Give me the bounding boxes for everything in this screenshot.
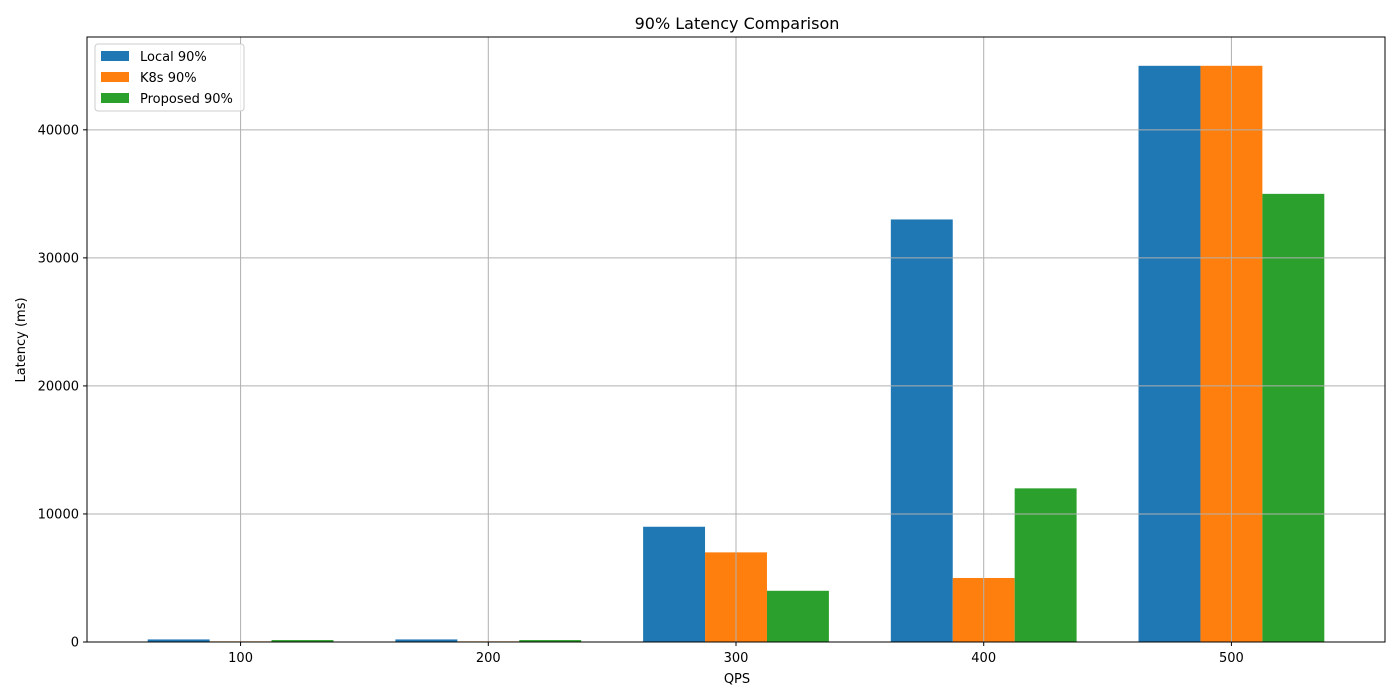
y-tick-label: 30000	[38, 251, 79, 266]
legend: Local 90% K8s 90% Proposed 90%	[94, 43, 245, 112]
axis-ticks: 0 10000 20000 30000 40000 100 200 300 400 500	[38, 123, 1244, 666]
bar	[519, 640, 582, 642]
bar	[1014, 488, 1077, 642]
legend-swatch	[101, 93, 129, 103]
x-tick-label: 300	[724, 651, 749, 666]
legend-swatch	[101, 51, 129, 61]
bar	[643, 526, 706, 642]
legend-entry-label: K8s 90%	[140, 71, 197, 86]
x-axis-label: QPS	[724, 672, 750, 687]
x-tick-label: 400	[971, 651, 996, 666]
bar	[395, 639, 458, 642]
legend-entry-label: Proposed 90%	[140, 92, 233, 107]
bar	[271, 640, 334, 642]
chart-title: 90% Latency Comparison	[635, 14, 840, 33]
bar	[766, 590, 829, 642]
legend-box	[94, 43, 245, 112]
x-tick-label: 500	[1219, 651, 1244, 666]
legend-swatch	[101, 72, 129, 82]
y-axis-label: Latency (ms)	[14, 297, 29, 382]
y-tick-label: 40000	[38, 123, 79, 138]
bar	[1138, 65, 1201, 643]
legend-entry-label: Local 90%	[140, 50, 207, 65]
x-tick-label: 100	[228, 651, 253, 666]
y-tick-label: 10000	[38, 507, 79, 522]
bar	[1262, 193, 1325, 642]
y-tick-label: 20000	[38, 379, 79, 394]
bar	[890, 219, 953, 642]
y-tick-label: 0	[71, 636, 79, 651]
bar	[147, 639, 210, 642]
x-tick-label: 200	[476, 651, 501, 666]
